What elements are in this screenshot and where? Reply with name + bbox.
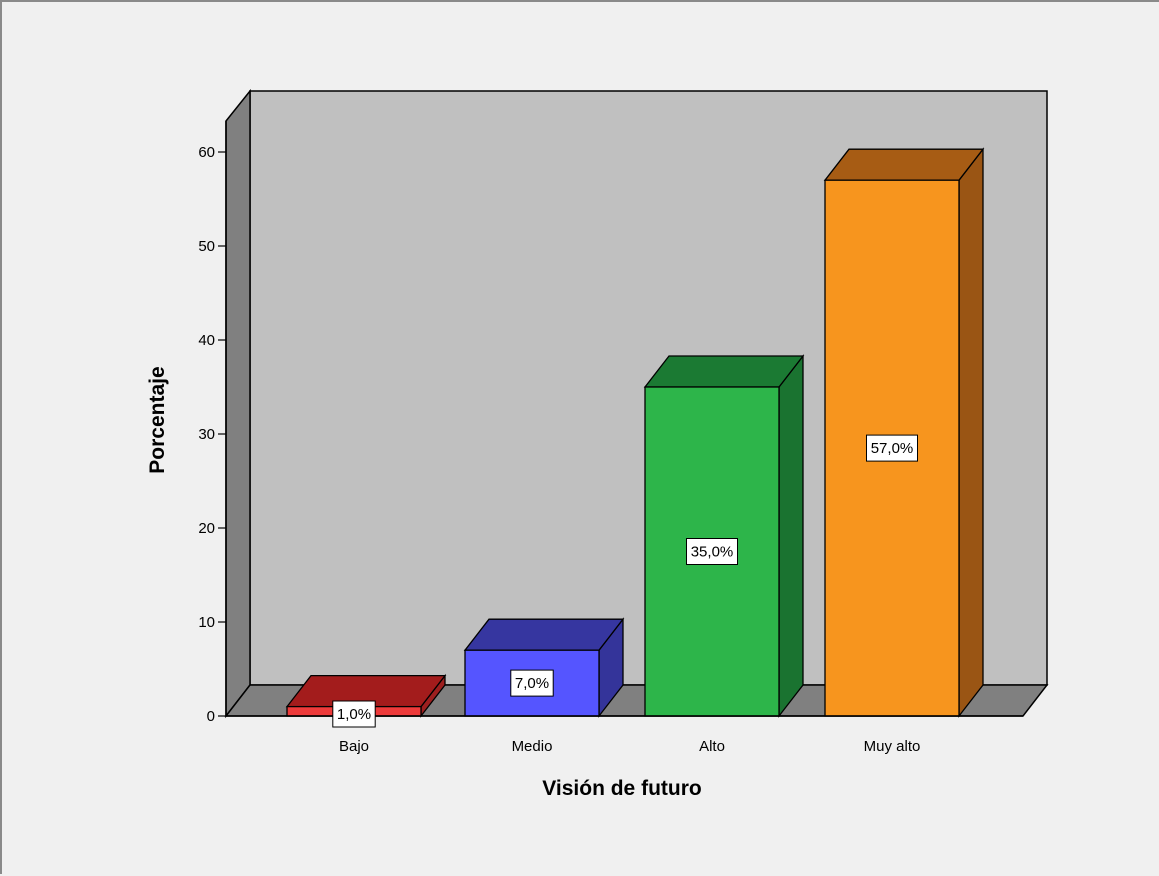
y-axis: 0 10 20 30 40 50 60 bbox=[198, 121, 227, 725]
data-label-box bbox=[332, 700, 376, 728]
bar-side bbox=[958, 147, 984, 718]
side-wall bbox=[225, 88, 251, 719]
bar-side bbox=[778, 354, 804, 718]
y-tick-label: 0 bbox=[207, 708, 215, 725]
data-label-text: 57,0% bbox=[871, 440, 914, 457]
data-label: 35,0% bbox=[686, 538, 738, 565]
data-label: 57,0% bbox=[866, 434, 918, 462]
y-tick-label: 40 bbox=[198, 332, 215, 349]
bar-top bbox=[823, 148, 985, 181]
y-tick-label: 30 bbox=[198, 426, 215, 443]
data-label-text: 1,0% bbox=[337, 706, 371, 723]
y-tick-label: 20 bbox=[198, 520, 215, 537]
x-tick-label: Alto bbox=[699, 738, 725, 755]
bar-top bbox=[463, 618, 625, 651]
bar-top bbox=[643, 355, 805, 388]
data-label: 1,0% bbox=[332, 700, 376, 728]
data-label-box bbox=[510, 669, 554, 697]
y-tick-label: 50 bbox=[198, 238, 215, 255]
y-tick-label: 60 bbox=[198, 144, 215, 161]
x-tick-label: Medio bbox=[512, 738, 553, 755]
bar-alto bbox=[643, 354, 805, 718]
y-axis-title: Porcentaje bbox=[146, 366, 169, 473]
x-tick-label: Muy alto bbox=[864, 738, 921, 755]
data-label-box bbox=[866, 434, 918, 462]
y-tick-label: 10 bbox=[198, 614, 215, 631]
bar-muy-alto bbox=[823, 147, 985, 718]
x-axis-title: Visión de futuro bbox=[542, 777, 701, 800]
data-label: 7,0% bbox=[510, 669, 554, 697]
data-label-text: 7,0% bbox=[515, 675, 549, 692]
data-label-text: 35,0% bbox=[691, 544, 734, 561]
bar-medio bbox=[463, 617, 625, 718]
x-tick-label: Bajo bbox=[339, 738, 369, 755]
data-label-box bbox=[686, 538, 738, 565]
